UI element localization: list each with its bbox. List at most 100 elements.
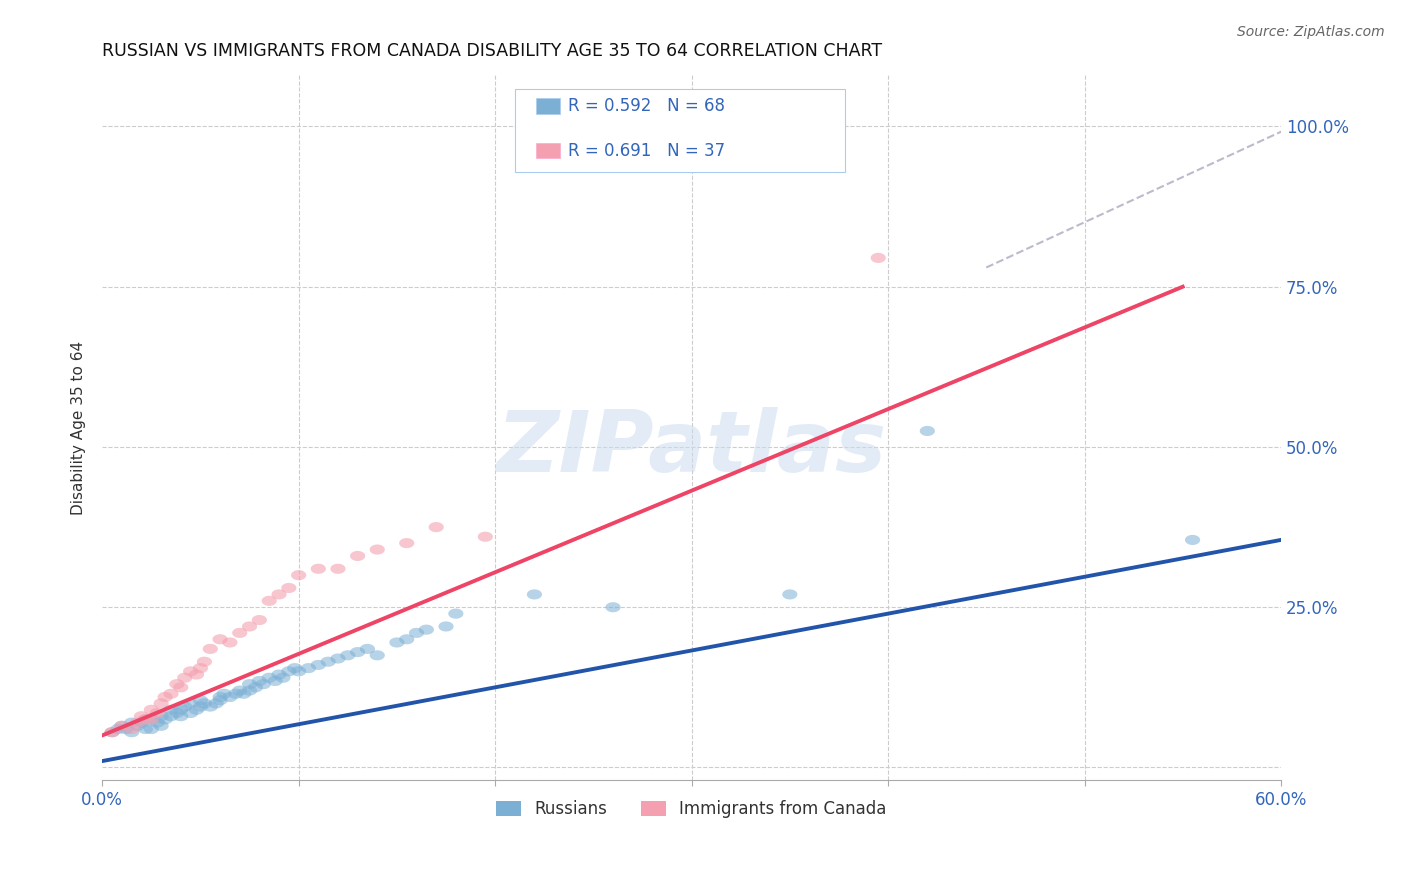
Point: [284, 661, 307, 675]
Point: [267, 587, 290, 601]
Point: [238, 683, 260, 698]
Point: [166, 677, 188, 691]
Point: [415, 623, 437, 637]
Point: [219, 690, 242, 704]
Point: [190, 693, 212, 707]
Point: [346, 549, 368, 563]
Point: [267, 667, 290, 681]
Point: [405, 625, 427, 640]
Point: [131, 709, 153, 723]
Point: [307, 562, 329, 576]
Point: [229, 625, 252, 640]
Point: [229, 683, 252, 698]
Point: [287, 568, 309, 582]
Point: [141, 713, 163, 727]
Point: [186, 703, 208, 717]
Point: [247, 673, 270, 688]
Point: [190, 661, 212, 675]
Point: [173, 699, 195, 714]
Point: [779, 587, 801, 601]
Point: [336, 648, 359, 663]
Point: [111, 719, 134, 733]
Point: [434, 619, 457, 633]
Point: [160, 709, 183, 723]
Point: [366, 648, 388, 663]
Point: [219, 635, 242, 649]
Point: [425, 520, 447, 534]
Point: [316, 655, 339, 669]
FancyBboxPatch shape: [515, 88, 845, 172]
Point: [297, 661, 319, 675]
Point: [153, 713, 176, 727]
Point: [150, 719, 173, 733]
Point: [366, 542, 388, 557]
Point: [141, 722, 163, 736]
Point: [150, 697, 173, 711]
Point: [141, 713, 163, 727]
Point: [173, 671, 195, 685]
Point: [868, 251, 890, 265]
Point: [170, 709, 193, 723]
Point: [146, 715, 169, 730]
FancyBboxPatch shape: [536, 98, 560, 114]
Point: [107, 722, 129, 736]
Point: [238, 619, 260, 633]
Text: R = 0.592   N = 68: R = 0.592 N = 68: [568, 97, 725, 115]
Point: [141, 703, 163, 717]
Point: [101, 725, 124, 739]
Point: [193, 655, 215, 669]
Point: [127, 715, 149, 730]
Point: [395, 632, 418, 647]
Point: [180, 665, 202, 679]
Point: [257, 594, 280, 608]
Point: [193, 697, 215, 711]
Point: [277, 581, 299, 595]
Point: [180, 706, 202, 720]
Point: [131, 715, 153, 730]
Point: [346, 645, 368, 659]
Point: [474, 530, 496, 544]
Point: [264, 673, 287, 688]
Point: [121, 722, 143, 736]
Point: [287, 665, 309, 679]
Point: [170, 681, 193, 695]
Point: [209, 632, 232, 647]
Point: [134, 713, 156, 727]
Point: [121, 725, 143, 739]
Point: [247, 613, 270, 627]
Point: [238, 677, 260, 691]
Point: [134, 722, 156, 736]
Point: [186, 667, 208, 681]
Point: [326, 562, 349, 576]
Point: [245, 681, 267, 695]
Point: [307, 657, 329, 672]
Point: [271, 671, 294, 685]
Point: [523, 587, 546, 601]
Text: R = 0.691   N = 37: R = 0.691 N = 37: [568, 142, 725, 160]
Point: [114, 722, 136, 736]
Point: [209, 693, 232, 707]
Point: [1181, 533, 1204, 547]
Point: [209, 690, 232, 704]
Point: [121, 715, 143, 730]
Point: [444, 607, 467, 621]
Text: RUSSIAN VS IMMIGRANTS FROM CANADA DISABILITY AGE 35 TO 64 CORRELATION CHART: RUSSIAN VS IMMIGRANTS FROM CANADA DISABI…: [103, 42, 883, 60]
Point: [111, 719, 134, 733]
Legend: Russians, Immigrants from Canada: Russians, Immigrants from Canada: [489, 794, 893, 825]
Text: ZIPatlas: ZIPatlas: [496, 408, 887, 491]
Point: [917, 424, 939, 438]
Point: [277, 665, 299, 679]
Point: [127, 719, 149, 733]
Point: [326, 651, 349, 665]
Point: [212, 687, 235, 701]
Point: [257, 671, 280, 685]
Point: [200, 699, 222, 714]
Point: [395, 536, 418, 550]
Text: Source: ZipAtlas.com: Source: ZipAtlas.com: [1237, 25, 1385, 39]
Point: [225, 687, 247, 701]
Point: [252, 677, 274, 691]
Point: [385, 635, 408, 649]
Point: [200, 641, 222, 656]
Point: [232, 687, 254, 701]
Point: [166, 706, 188, 720]
